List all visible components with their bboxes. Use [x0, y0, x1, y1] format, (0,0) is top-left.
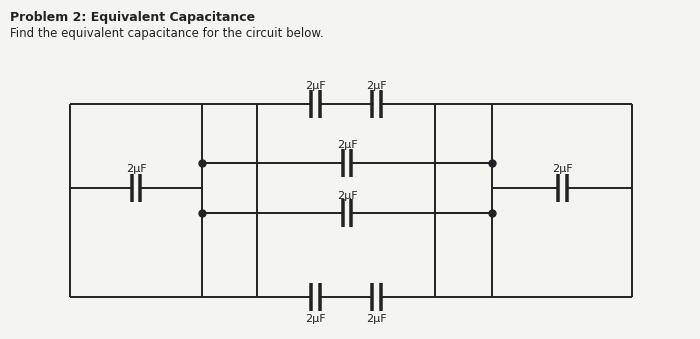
Text: 2μF: 2μF	[337, 140, 357, 150]
Text: 2μF: 2μF	[305, 81, 326, 91]
Text: Problem 2: Equivalent Capacitance: Problem 2: Equivalent Capacitance	[10, 11, 255, 24]
Text: Find the equivalent capacitance for the circuit below.: Find the equivalent capacitance for the …	[10, 27, 323, 40]
Text: 2μF: 2μF	[337, 191, 357, 201]
Text: 2μF: 2μF	[305, 314, 326, 324]
Text: 2μF: 2μF	[552, 164, 573, 174]
Text: 2μF: 2μF	[366, 81, 386, 91]
Text: 2μF: 2μF	[366, 314, 386, 324]
Text: 2μF: 2μF	[126, 164, 146, 174]
